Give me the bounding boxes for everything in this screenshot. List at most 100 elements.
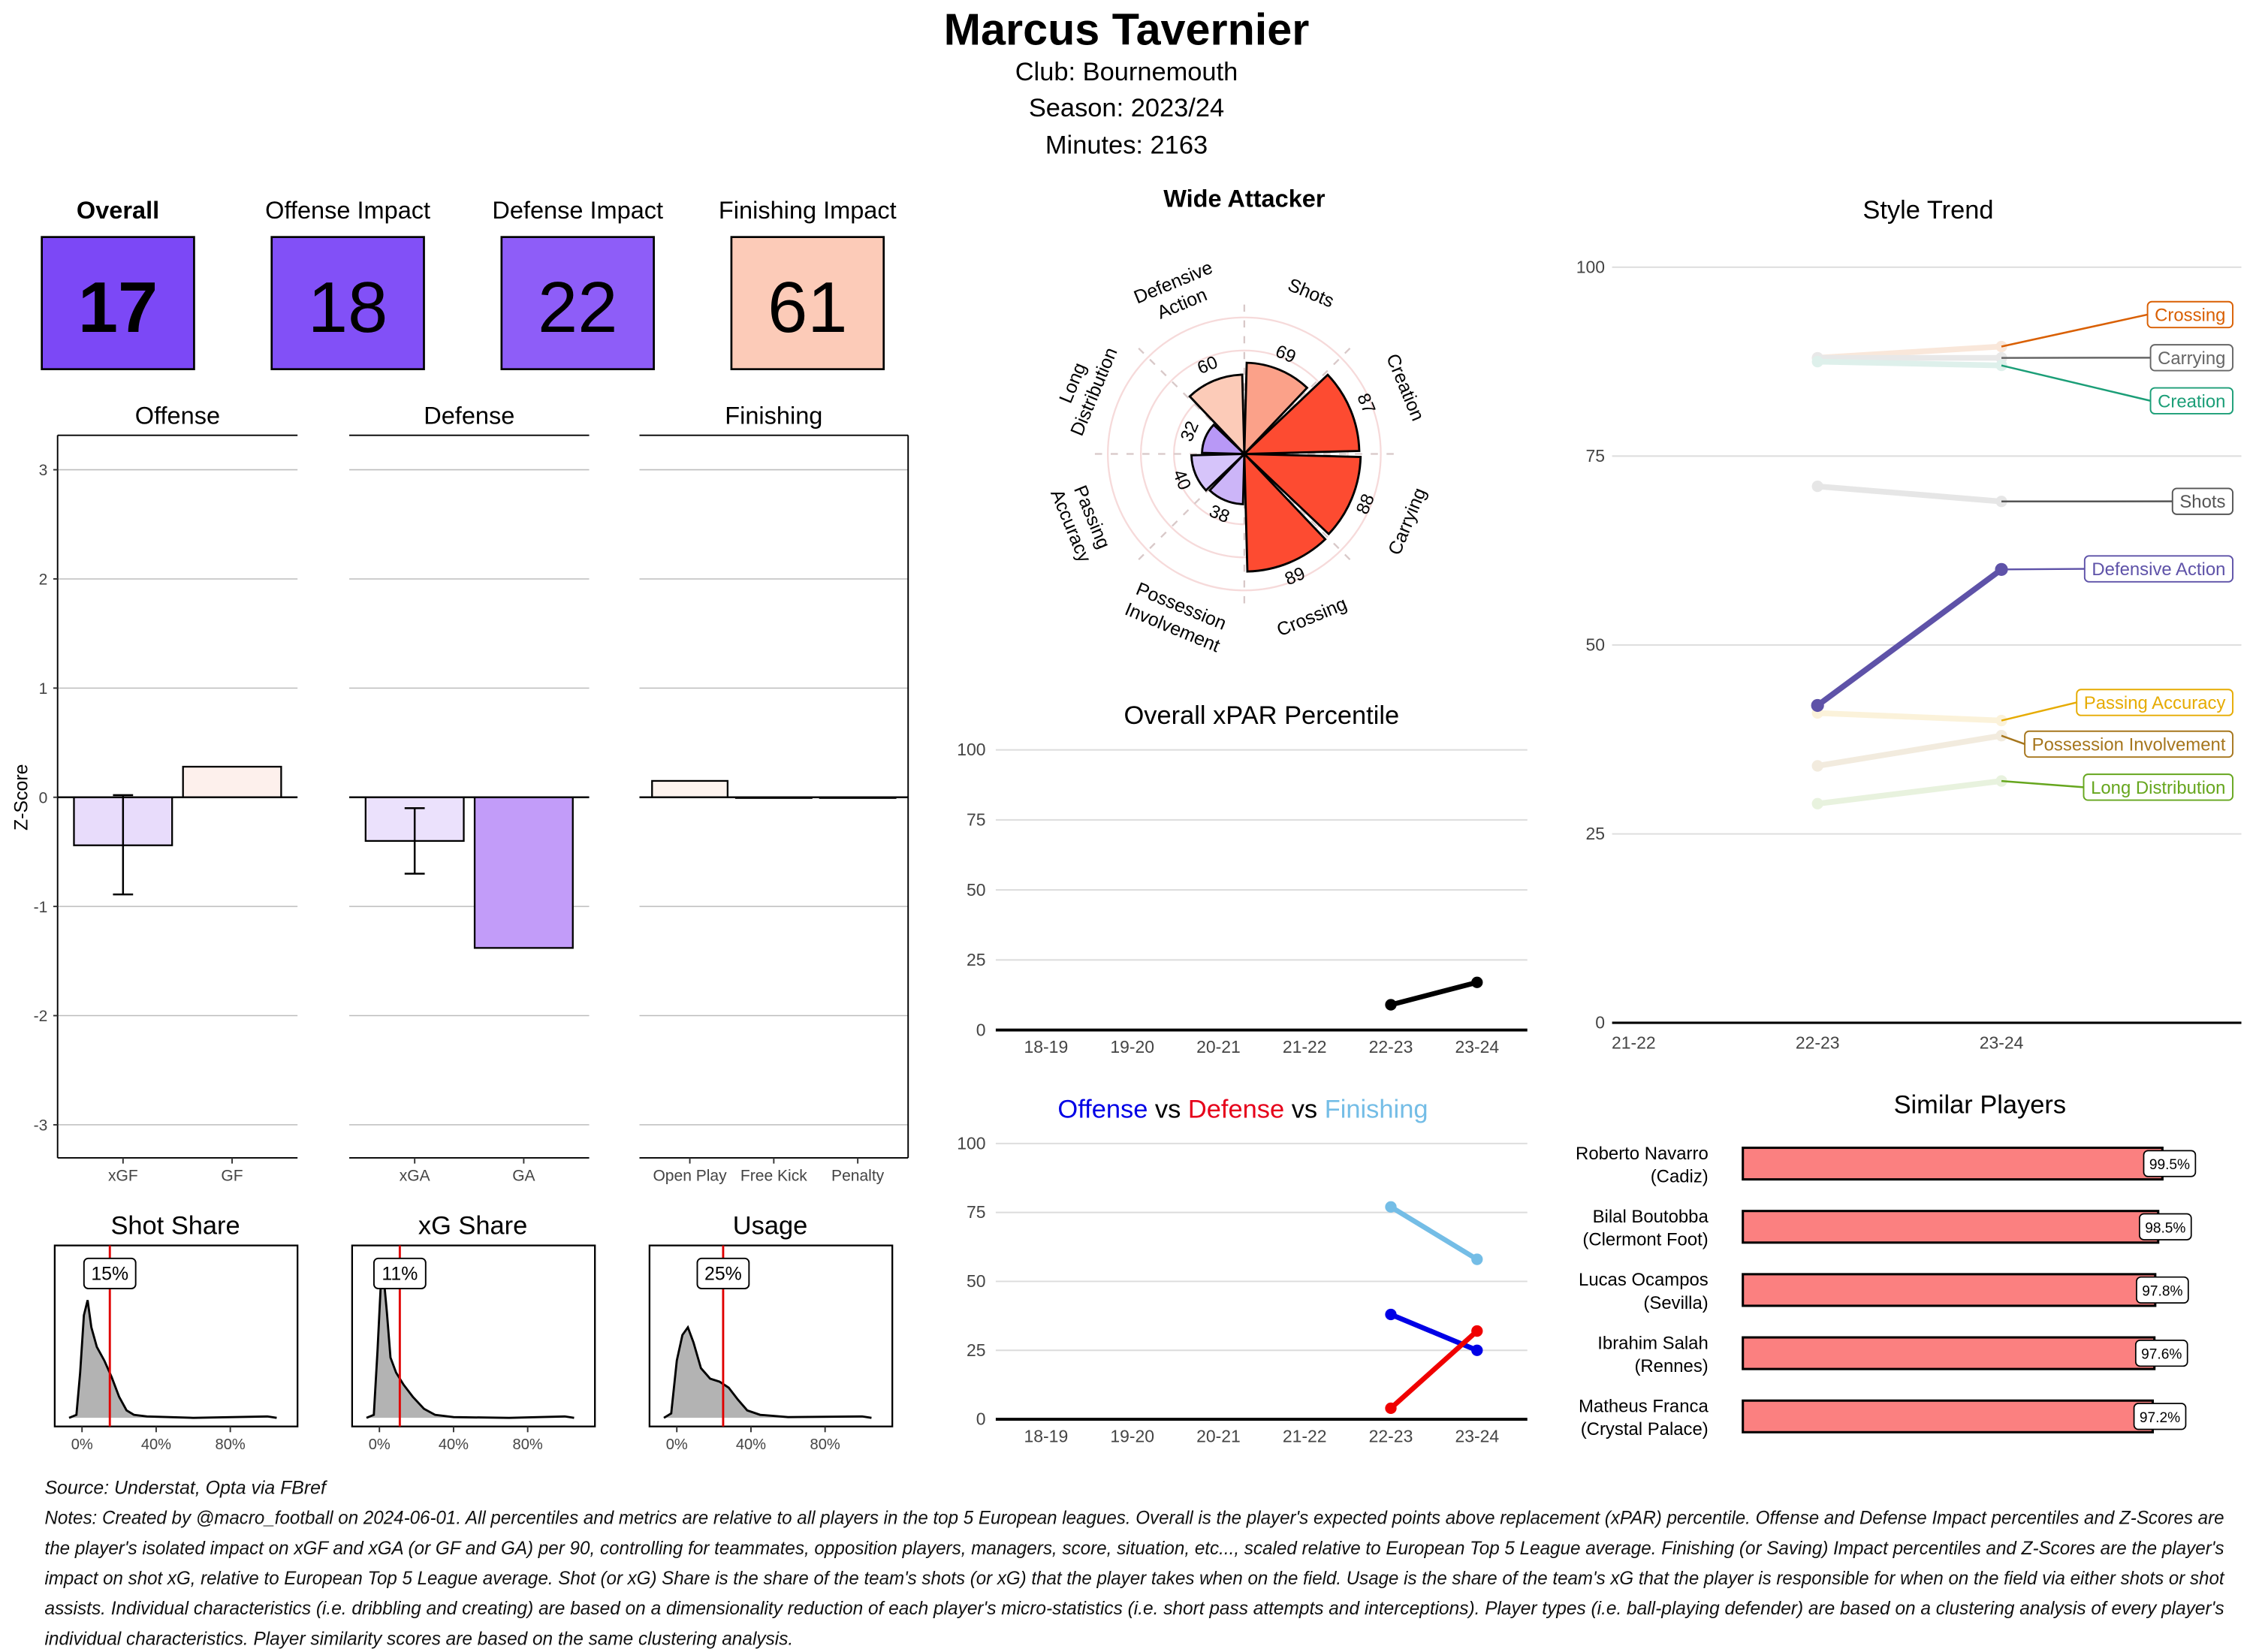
density-frame bbox=[53, 1244, 299, 1427]
density-area bbox=[663, 1327, 872, 1418]
value-label: 25% bbox=[704, 1264, 742, 1285]
radar-grid-ring bbox=[1106, 316, 1382, 592]
series-line bbox=[1817, 778, 2002, 807]
y-tick-label: 50 bbox=[967, 1271, 986, 1291]
zscore-bar bbox=[473, 796, 574, 949]
score-box bbox=[270, 236, 425, 370]
series-label: Carrying bbox=[2149, 344, 2234, 372]
similarity-label: 97.2% bbox=[2140, 1410, 2180, 1426]
series-point bbox=[1471, 1344, 1483, 1356]
series-line-finishing bbox=[1389, 1204, 1479, 1262]
series-line bbox=[1817, 732, 2002, 769]
value-label-box bbox=[696, 1257, 750, 1289]
series-label-box bbox=[2024, 730, 2234, 758]
series-label: Creation bbox=[2149, 387, 2234, 415]
header: Marcus Tavernier Club: Bournemouth Seaso… bbox=[944, 4, 1310, 159]
value-label: 11% bbox=[382, 1264, 418, 1285]
similar-player-name: Matheus Franca bbox=[1579, 1397, 1709, 1417]
value-label-box bbox=[83, 1257, 137, 1289]
score-value: 17 bbox=[78, 267, 158, 348]
similar-player-team: (Sevilla) bbox=[1643, 1293, 1708, 1313]
y-tick-label: 0 bbox=[39, 789, 48, 806]
y-tick-label: 50 bbox=[967, 880, 986, 900]
series-label-box bbox=[2083, 555, 2233, 583]
series-label-connector bbox=[2001, 364, 2151, 402]
similarity-bar bbox=[1742, 1146, 2164, 1181]
value-label: 15% bbox=[91, 1264, 128, 1285]
y-axis-label: Z-Score bbox=[11, 764, 32, 831]
score-box bbox=[41, 236, 195, 370]
density-frame bbox=[648, 1244, 894, 1427]
x-tick-label: xGF bbox=[108, 1168, 138, 1185]
series-point bbox=[1385, 1308, 1397, 1321]
series-label: Shots bbox=[2171, 487, 2234, 515]
x-tick-label: 0% bbox=[666, 1436, 688, 1453]
x-tick-label: 22-23 bbox=[1369, 1037, 1413, 1057]
series-line-defense bbox=[1389, 1329, 1479, 1410]
panel-title: Finishing bbox=[725, 402, 822, 429]
zscore-bar-chart: Offense xGF GF Defense xGA GA Finishing Open Pl… bbox=[11, 402, 909, 1185]
similar-player-name: Lucas Ocampos bbox=[1579, 1270, 1709, 1290]
notes-line: the player's isolated impact on xGF and … bbox=[44, 1538, 2224, 1559]
title-part-offense: Offense bbox=[1057, 1095, 1148, 1123]
score-label: Defense Impact bbox=[492, 197, 663, 224]
x-tick-label: 40% bbox=[439, 1436, 469, 1453]
density-area bbox=[68, 1300, 277, 1418]
y-tick-label: 2 bbox=[39, 571, 48, 589]
score-value: 18 bbox=[308, 267, 388, 348]
series-label-box bbox=[2146, 300, 2234, 329]
similarity-label-box bbox=[2134, 1340, 2188, 1367]
title-part-vs: vs bbox=[1155, 1095, 1181, 1123]
density-curve bbox=[68, 1300, 277, 1419]
x-tick-label: 19-20 bbox=[1110, 1037, 1154, 1057]
y-tick-label: -3 bbox=[34, 1117, 48, 1135]
title-part-finishing: Finishing bbox=[1325, 1095, 1428, 1123]
series-label: Long Distribution bbox=[2083, 773, 2234, 801]
x-tick-label: 21-22 bbox=[1283, 1037, 1327, 1057]
similarity-label: 97.8% bbox=[2142, 1284, 2182, 1300]
faded-series bbox=[1811, 340, 2007, 809]
radar-bar bbox=[1241, 452, 1362, 536]
x-tick-label: Penalty bbox=[831, 1168, 885, 1185]
density-title: xG Share bbox=[418, 1211, 527, 1240]
radar-bar bbox=[1188, 373, 1246, 457]
x-tick-label: 21-22 bbox=[1612, 1033, 1656, 1053]
notes-line: individual characteristics. Player simil… bbox=[44, 1628, 793, 1649]
y-tick-label: 75 bbox=[1586, 446, 1606, 466]
series-line-overall bbox=[1390, 979, 1478, 1008]
x-tick-label: 22-23 bbox=[1369, 1427, 1413, 1446]
series-label-connector bbox=[2001, 568, 2085, 571]
similarity-bar bbox=[1742, 1273, 2157, 1307]
radar-bar bbox=[1243, 451, 1327, 573]
score-box bbox=[730, 236, 885, 370]
series-label-text: Carrying bbox=[2158, 348, 2225, 369]
x-tick-label: 23-24 bbox=[1980, 1033, 2024, 1053]
y-tick-label: 75 bbox=[967, 810, 986, 830]
x-tick-label: 23-24 bbox=[1455, 1427, 1499, 1446]
series-label-box bbox=[2171, 487, 2234, 515]
x-tick-label: 0% bbox=[369, 1436, 391, 1453]
density-title: Shot Share bbox=[110, 1211, 240, 1240]
zscore-bar bbox=[182, 765, 282, 798]
series-label: Passing Accuracy bbox=[2076, 689, 2234, 716]
radar-bar bbox=[1208, 451, 1246, 505]
offense-defense-finishing-line-chart: Offense vs Defense vs Finishing 0 25 50 75 10… bbox=[957, 1095, 1528, 1446]
y-tick-label: 0 bbox=[976, 1409, 986, 1429]
series-point bbox=[1811, 797, 1823, 809]
similar-players-bar-chart: Similar Players Roberto Navarro(Cadiz) 99.… bbox=[1576, 1091, 2197, 1439]
series-label-text: Passing Accuracy bbox=[2084, 693, 2226, 713]
x-tick-label: xGA bbox=[400, 1168, 430, 1185]
x-tick-label: 19-20 bbox=[1110, 1427, 1154, 1446]
score-label: Overall bbox=[77, 197, 159, 224]
series-point bbox=[1385, 1402, 1397, 1415]
xpar-percentile-line-chart: Overall xPAR Percentile 0 25 50 75 100 18-19 19… bbox=[957, 701, 1528, 1057]
y-tick-label: 50 bbox=[1586, 635, 1606, 655]
series-label-text: Shots bbox=[2179, 492, 2225, 512]
series-label-text: Creation bbox=[2158, 391, 2225, 411]
similar-player-team: (Cadiz) bbox=[1651, 1166, 1709, 1186]
x-tick-label: 20-21 bbox=[1196, 1037, 1241, 1057]
similar-player-team: (Clermont Foot) bbox=[1582, 1230, 1708, 1250]
y-tick-label: 25 bbox=[967, 950, 986, 969]
series-line bbox=[1817, 710, 2002, 724]
highlighted-series-point bbox=[1811, 698, 1824, 713]
